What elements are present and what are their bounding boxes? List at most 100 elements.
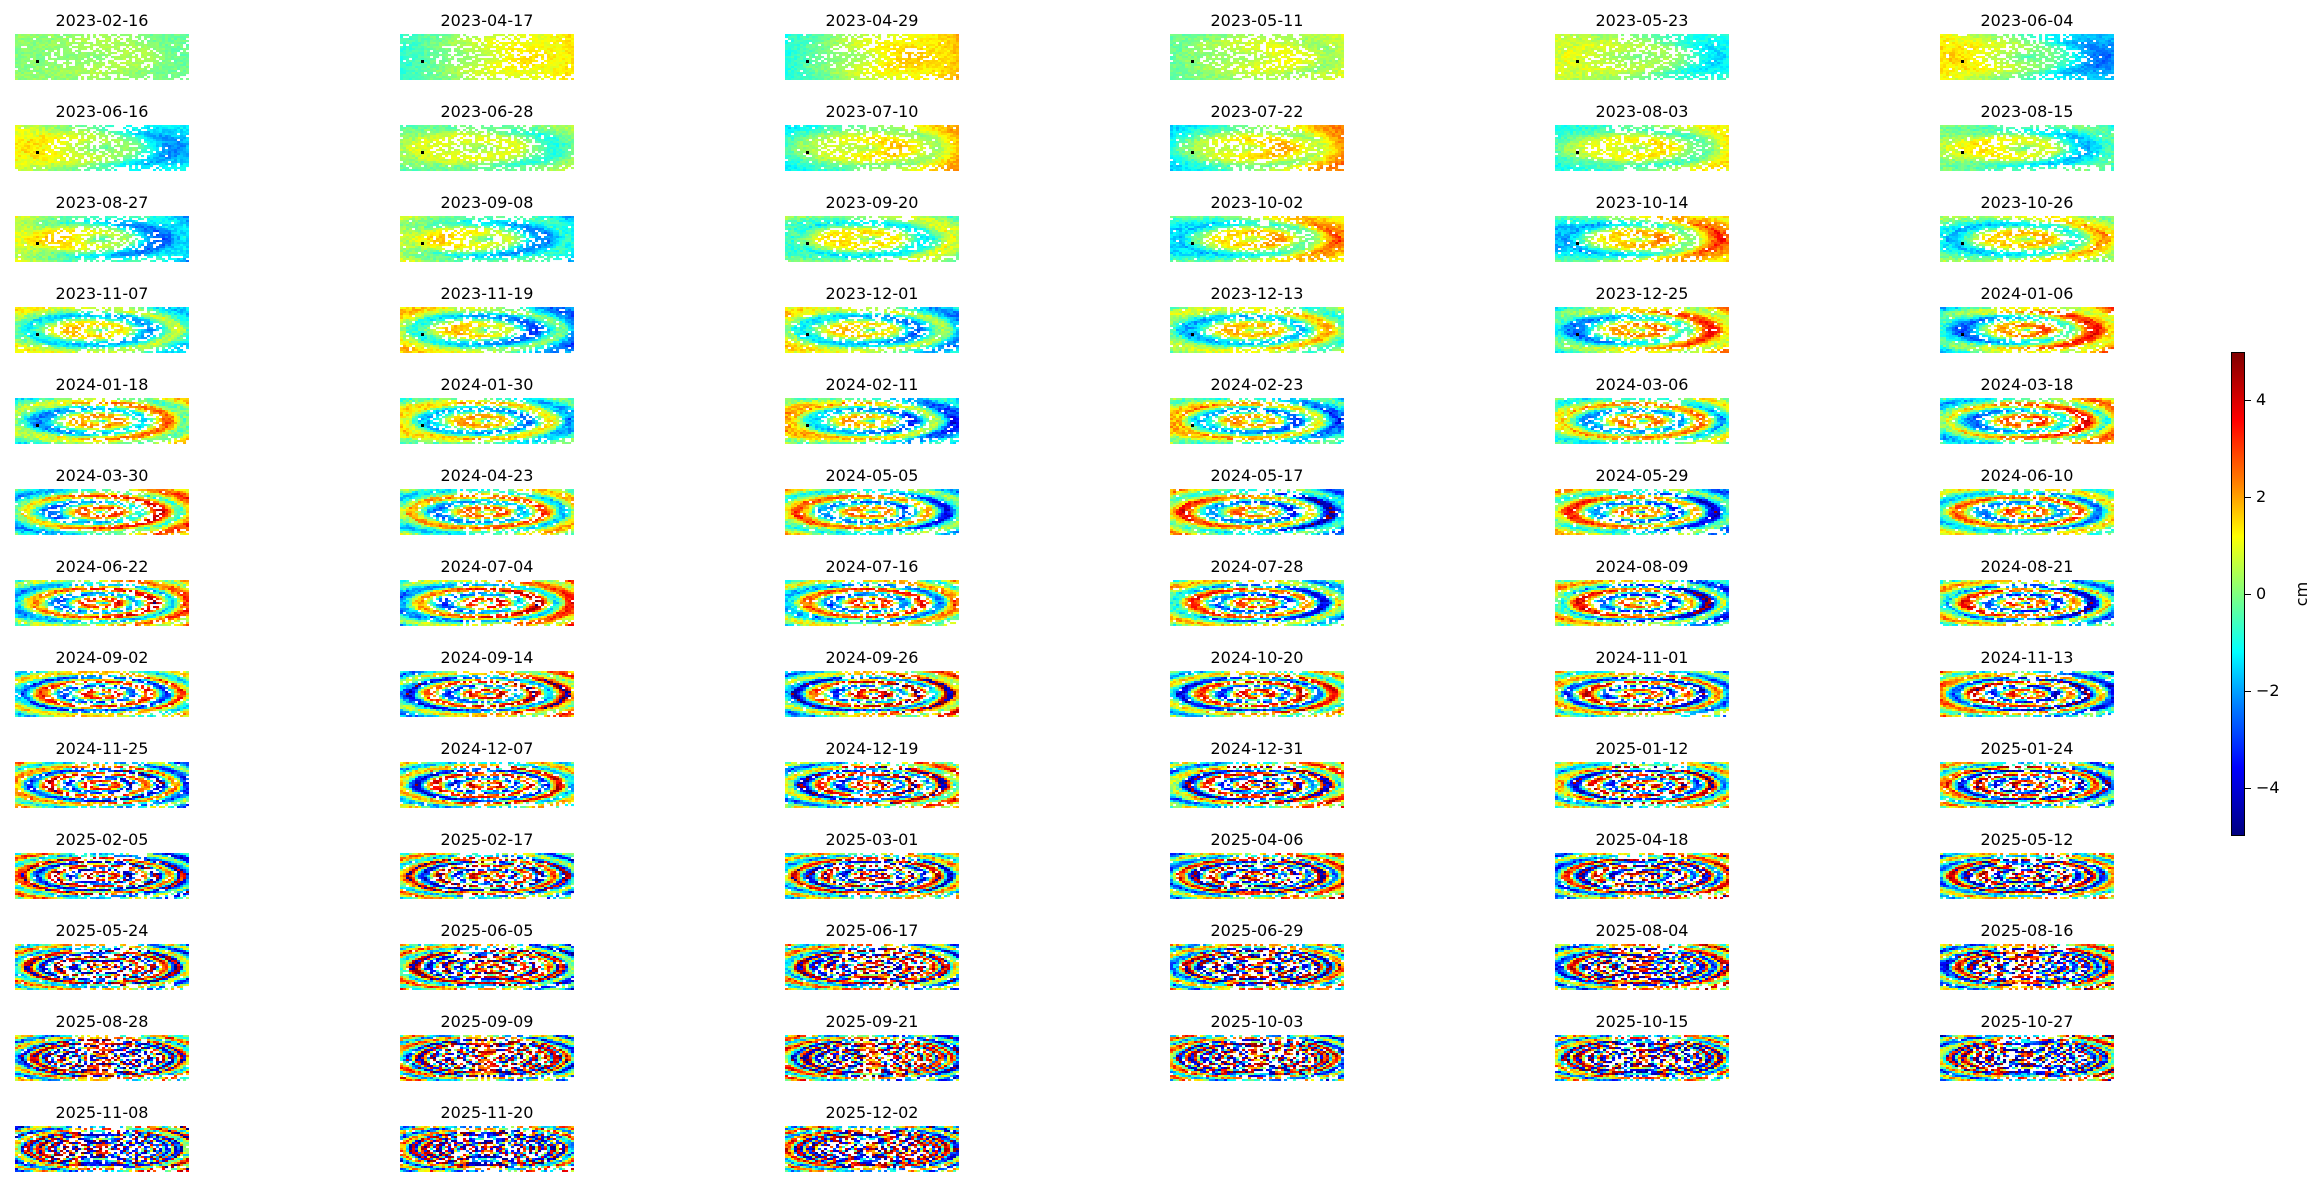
- panel-title: 2025-04-18: [1525, 831, 1759, 849]
- panel-title: 2024-03-18: [1910, 376, 2144, 394]
- panel-title: 2025-02-05: [0, 831, 219, 849]
- panel: 2024-07-16: [785, 558, 959, 626]
- panel: 2025-01-12: [1555, 740, 1729, 808]
- panel: 2023-11-07: [15, 285, 189, 353]
- panel: 2023-05-23: [1555, 12, 1729, 80]
- panel-title: 2023-10-02: [1140, 194, 1374, 212]
- colorbar-unit-label: cm: [2293, 582, 2311, 606]
- panel: 2025-03-01: [785, 831, 959, 899]
- panel: 2023-07-22: [1170, 103, 1344, 171]
- panel-title: 2024-02-11: [755, 376, 989, 394]
- displacement-map: [785, 398, 959, 444]
- displacement-map: [1170, 1035, 1344, 1081]
- colorbar-tick-label: −2: [2256, 682, 2280, 700]
- displacement-map: [785, 1126, 959, 1172]
- panel: 2023-08-15: [1940, 103, 2114, 171]
- panel: 2025-04-18: [1555, 831, 1729, 899]
- panel-title: 2024-03-06: [1525, 376, 1759, 394]
- panel: 2024-05-17: [1170, 467, 1344, 535]
- displacement-map: [400, 1035, 574, 1081]
- displacement-map: [1170, 398, 1344, 444]
- colorbar-tick-label: 4: [2256, 391, 2266, 409]
- colorbar-tick: [2245, 594, 2251, 595]
- panel-title: 2023-02-16: [0, 12, 219, 30]
- panel-title: 2023-08-27: [0, 194, 219, 212]
- panel-title: 2024-09-02: [0, 649, 219, 667]
- panel: 2025-12-02: [785, 1104, 959, 1172]
- panel-title: 2023-04-17: [370, 12, 604, 30]
- displacement-map: [15, 1126, 189, 1172]
- reference-point: [1191, 333, 1194, 336]
- panel-title: 2025-12-02: [755, 1104, 989, 1122]
- panel: 2025-08-04: [1555, 922, 1729, 990]
- panel-title: 2025-10-27: [1910, 1013, 2144, 1031]
- displacement-map: [15, 216, 189, 262]
- panel: 2024-06-22: [15, 558, 189, 626]
- panel: 2024-05-29: [1555, 467, 1729, 535]
- panel-title: 2025-03-01: [755, 831, 989, 849]
- displacement-map: [15, 580, 189, 626]
- colorbar-tick: [2245, 691, 2251, 692]
- displacement-map: [1940, 125, 2114, 171]
- displacement-map: [15, 398, 189, 444]
- panel: 2024-07-28: [1170, 558, 1344, 626]
- displacement-map: [785, 1035, 959, 1081]
- panel: 2024-11-13: [1940, 649, 2114, 717]
- panel: 2024-09-26: [785, 649, 959, 717]
- reference-point: [421, 424, 424, 427]
- displacement-map: [1940, 671, 2114, 717]
- panel-title: 2025-11-20: [370, 1104, 604, 1122]
- displacement-map: [785, 125, 959, 171]
- colorbar-tick: [2245, 400, 2251, 401]
- panel-title: 2024-06-10: [1910, 467, 2144, 485]
- displacement-map: [1940, 580, 2114, 626]
- displacement-map: [785, 762, 959, 808]
- displacement-map: [15, 34, 189, 80]
- reference-point: [1191, 151, 1194, 154]
- colorbar-tick-label: −4: [2256, 779, 2280, 797]
- reference-point: [1576, 333, 1579, 336]
- displacement-map: [400, 944, 574, 990]
- panel-title: 2023-10-26: [1910, 194, 2144, 212]
- displacement-map: [1555, 34, 1729, 80]
- panel-title: 2025-10-03: [1140, 1013, 1374, 1031]
- reference-point: [36, 424, 39, 427]
- panel: 2023-09-20: [785, 194, 959, 262]
- panel: 2024-02-11: [785, 376, 959, 444]
- panel-title: 2024-12-07: [370, 740, 604, 758]
- panel-title: 2024-08-21: [1910, 558, 2144, 576]
- panel: 2024-03-30: [15, 467, 189, 535]
- panel: 2024-01-06: [1940, 285, 2114, 353]
- reference-point: [421, 60, 424, 63]
- panel: 2024-10-20: [1170, 649, 1344, 717]
- panel: 2024-11-01: [1555, 649, 1729, 717]
- panel-title: 2023-09-20: [755, 194, 989, 212]
- reference-point: [1191, 242, 1194, 245]
- panel: 2024-01-30: [400, 376, 574, 444]
- displacement-map: [1940, 853, 2114, 899]
- displacement-map: [1170, 489, 1344, 535]
- panel-title: 2024-12-19: [755, 740, 989, 758]
- colorbar-tick-label: 0: [2256, 585, 2266, 603]
- panel: 2025-06-17: [785, 922, 959, 990]
- panel-title: 2024-07-28: [1140, 558, 1374, 576]
- reference-point: [1961, 60, 1964, 63]
- panel-title: 2025-05-12: [1910, 831, 2144, 849]
- reference-point: [1961, 151, 1964, 154]
- panel: 2024-09-14: [400, 649, 574, 717]
- reference-point: [806, 333, 809, 336]
- displacement-map: [1170, 125, 1344, 171]
- panel: 2024-12-07: [400, 740, 574, 808]
- panel: 2024-07-04: [400, 558, 574, 626]
- displacement-map: [15, 307, 189, 353]
- panel: 2025-09-21: [785, 1013, 959, 1081]
- panel: 2025-10-27: [1940, 1013, 2114, 1081]
- panel-title: 2023-09-08: [370, 194, 604, 212]
- reference-point: [1961, 333, 1964, 336]
- panel-title: 2023-06-16: [0, 103, 219, 121]
- panel-title: 2024-09-14: [370, 649, 604, 667]
- panel-title: 2023-07-22: [1140, 103, 1374, 121]
- panel-title: 2023-12-25: [1525, 285, 1759, 303]
- reference-point: [421, 333, 424, 336]
- reference-point: [36, 60, 39, 63]
